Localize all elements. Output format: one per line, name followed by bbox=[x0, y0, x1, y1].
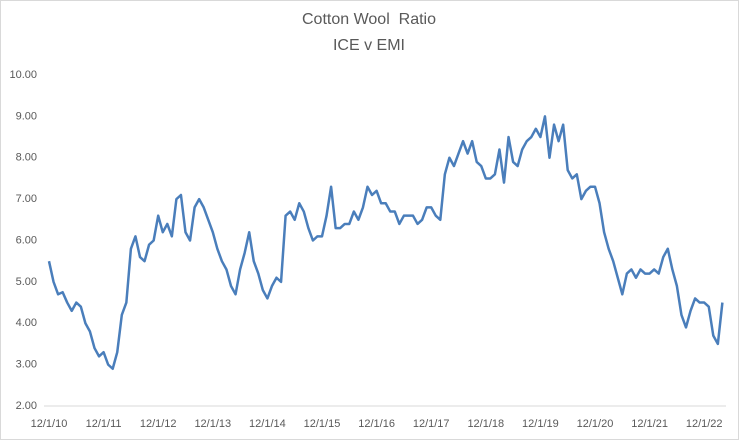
y-tick-label: 9.00 bbox=[16, 110, 37, 122]
x-tick-label: 12/1/10 bbox=[31, 418, 68, 430]
x-tick-label: 12/1/19 bbox=[522, 418, 559, 430]
y-tick-label: 10.00 bbox=[9, 69, 37, 81]
x-tick-label: 12/1/20 bbox=[577, 418, 614, 430]
x-tick-label: 12/1/11 bbox=[86, 418, 122, 430]
y-tick-label: 2.00 bbox=[16, 400, 37, 412]
line-series bbox=[47, 115, 724, 371]
y-tick-label: 5.00 bbox=[16, 276, 37, 288]
x-tick-label: 12/1/17 bbox=[413, 418, 450, 430]
y-tick-label: 4.00 bbox=[16, 317, 37, 329]
y-tick-label: 3.00 bbox=[16, 359, 37, 371]
x-tick-label: 12/1/12 bbox=[140, 418, 177, 430]
y-tick-label: 8.00 bbox=[16, 152, 37, 164]
x-tick-label: 12/1/16 bbox=[358, 418, 395, 430]
y-tick-label: 6.00 bbox=[16, 234, 37, 246]
x-tick-label: 12/1/22 bbox=[686, 418, 723, 430]
x-tick-label: 12/1/13 bbox=[194, 418, 231, 430]
x-tick-label: 12/1/14 bbox=[249, 418, 286, 430]
y-tick-label: 7.00 bbox=[16, 193, 37, 205]
x-tick-label: 12/1/15 bbox=[304, 418, 341, 430]
chart-subtitle: ICE v EMI bbox=[333, 37, 405, 54]
x-tick-label: 12/1/21 bbox=[631, 418, 668, 430]
x-tick-label: 12/1/18 bbox=[467, 418, 504, 430]
chart-title: Cotton Wool Ratio bbox=[302, 11, 436, 28]
